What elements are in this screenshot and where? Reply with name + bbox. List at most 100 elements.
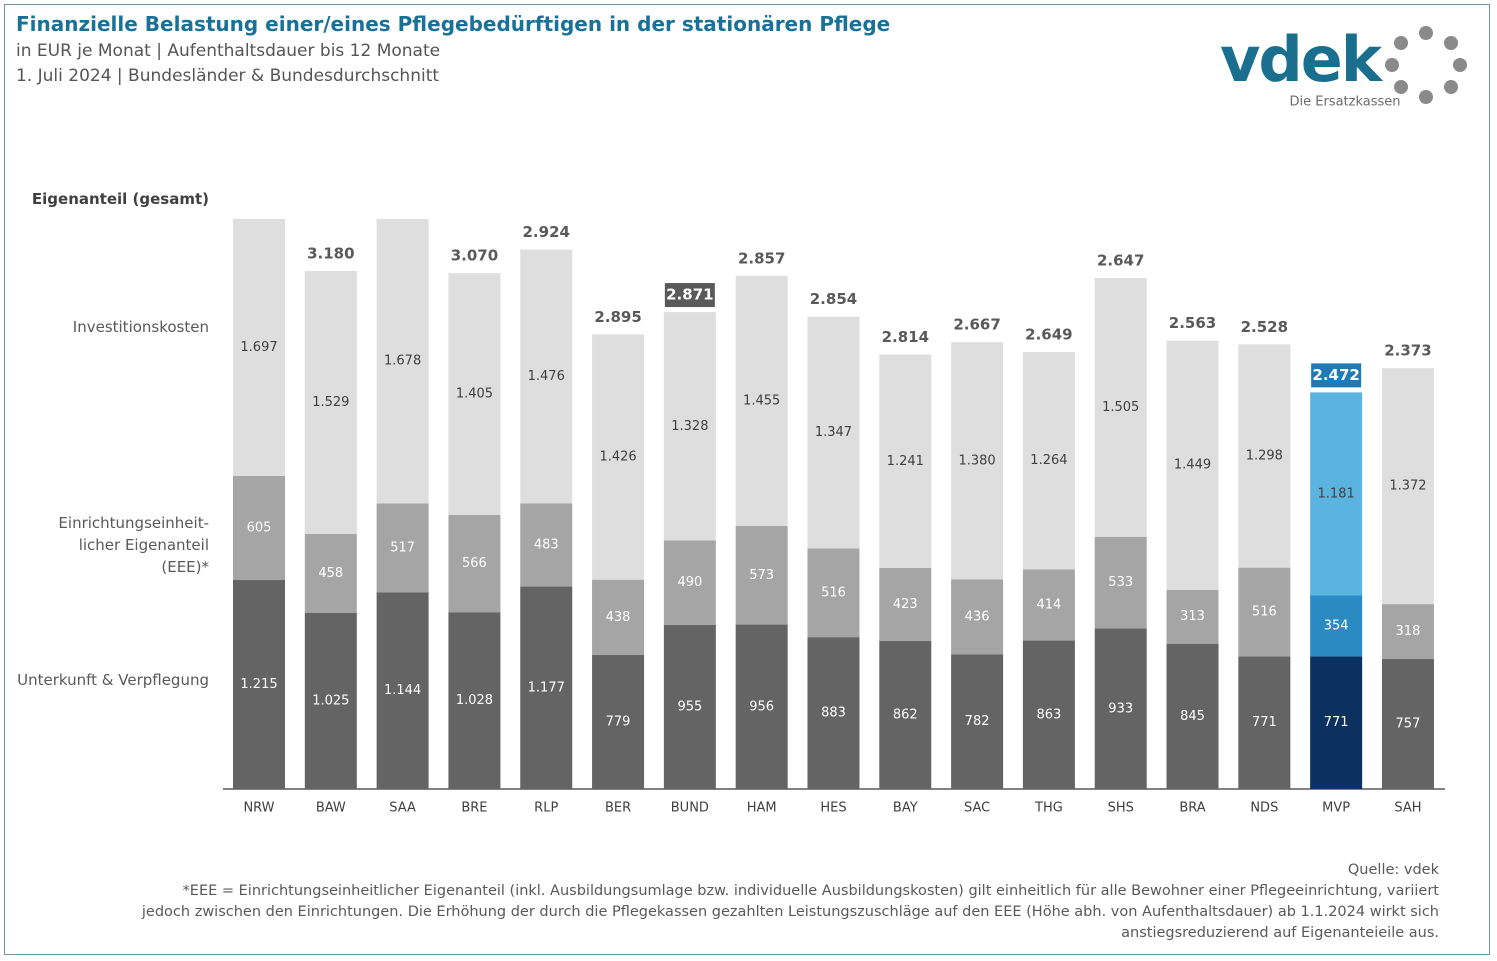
bar-segment [592,334,645,580]
bar-segment [304,612,357,789]
bar-segment [1094,277,1147,537]
data-label: 438 [606,610,631,625]
data-label: 862 [893,707,918,722]
data-label: 1.025 [312,693,349,708]
data-label: 318 [1396,624,1421,639]
bar-segment [663,540,716,625]
data-label: 1.264 [1030,453,1067,468]
bar-segment [448,273,501,515]
bar-segment [520,586,573,789]
total-label: 2.854 [810,290,857,308]
x-tick-label: NDS [1250,801,1278,816]
total-label: 2.857 [738,249,785,267]
data-label: 845 [1180,709,1205,724]
data-label: 354 [1324,618,1349,633]
bars [233,219,1434,789]
x-tick-label: SAC [964,801,990,816]
title: Finanzielle Belastung einer/eines Pflege… [16,12,891,36]
x-tick-label: BUND [671,801,709,816]
bar-segment [448,514,501,613]
bar-segment [807,637,860,789]
data-label: 1.347 [815,425,852,440]
x-tick-label: SAA [389,801,416,816]
bar-segment [233,580,285,789]
labels: 1.215 605 1.697 1.025 458 1.529 3.180 1.144 517 1… [240,223,1431,731]
bar-segment [879,567,932,641]
total-label: 2.647 [1097,251,1144,269]
data-label: 955 [677,699,702,714]
bar-segment [1166,340,1219,590]
bar-segment [520,503,573,587]
footnote: *EEE = Einrichtungseinheitlicher Eigenan… [141,883,1439,941]
bar-segment [879,354,932,568]
bar-segment [376,592,429,789]
data-label: 1.328 [671,419,708,434]
x-tick-label: BRE [461,801,487,816]
x-tick-label: SHS [1108,801,1134,816]
subtitle: in EUR je Monat | Aufenthaltsdauer bis 1… [16,41,441,61]
total-label: 2.649 [1025,325,1072,343]
legend-label: Einrichtungseinheit-licher Eigenanteil (… [58,514,209,576]
bar-segment [592,579,645,656]
data-label: 605 [247,520,272,535]
bar-segment [448,612,501,789]
total-label: 2.871 [666,286,713,304]
x-tick-label: HES [820,801,846,816]
bar-segment [304,533,357,613]
x-tick-label: HAM [747,801,777,816]
data-label: 1.181 [1318,486,1355,501]
x-tick-label: RLP [534,801,558,816]
data-label: 516 [1252,605,1277,620]
bar-segment [1166,589,1219,644]
total-label: 2.895 [594,308,641,326]
data-label: 573 [749,568,774,583]
legend-label: Investitionskosten [72,318,209,336]
total-label: 2.814 [882,328,929,346]
data-label: 1.405 [456,387,493,402]
data-label: 1.241 [887,454,924,469]
data-label: 956 [749,699,774,714]
x-tick-label: BAY [893,801,918,816]
data-label: 771 [1252,715,1277,730]
x-tick-label: MVP [1322,801,1350,816]
bar-segment [1238,567,1291,657]
data-label: 533 [1108,575,1133,590]
total-label: 3.180 [307,244,354,262]
bar-segment [1022,569,1075,641]
data-label: 414 [1036,597,1061,612]
bar-segment [951,579,1004,655]
total-label: 2.472 [1312,366,1359,384]
total-label: 2.563 [1169,314,1216,332]
bar-segment [807,316,860,549]
bar-segment [1381,658,1434,789]
data-label: 1.476 [528,369,565,384]
subtitle: 1. Juli 2024 | Bundesländer & Bundesdurc… [16,66,440,86]
bar-segment [735,275,788,527]
total-label: 2.667 [953,316,1000,334]
data-label: 1.028 [456,693,493,708]
x-tick-label: BRA [1179,801,1205,816]
bar-segment [1310,595,1363,657]
data-label: 1.177 [528,680,565,695]
total-label: 2.924 [523,223,570,241]
data-label: 566 [462,556,487,571]
frame [4,4,1490,955]
bar-segment [520,249,573,504]
bar-segment [807,548,860,638]
total-label: 3.070 [451,247,498,265]
total-label: 2.373 [1384,342,1431,360]
data-label: 1.144 [384,683,421,698]
footer: Quelle: vdek *EEE = Einrichtungseinheitl… [139,860,1439,944]
x-tick-label: SAH [1394,801,1421,816]
bar-segment [1238,656,1291,789]
x-tick-label: THG [1034,801,1063,816]
logo: vdek Die Ersatzkassen [1220,23,1467,110]
bar-segment [1094,628,1147,789]
bar-segment [1022,351,1075,570]
bar-segment [1238,344,1291,568]
bar-segment [1310,392,1363,596]
bar-segment [233,219,285,476]
bar-segment [735,526,788,625]
